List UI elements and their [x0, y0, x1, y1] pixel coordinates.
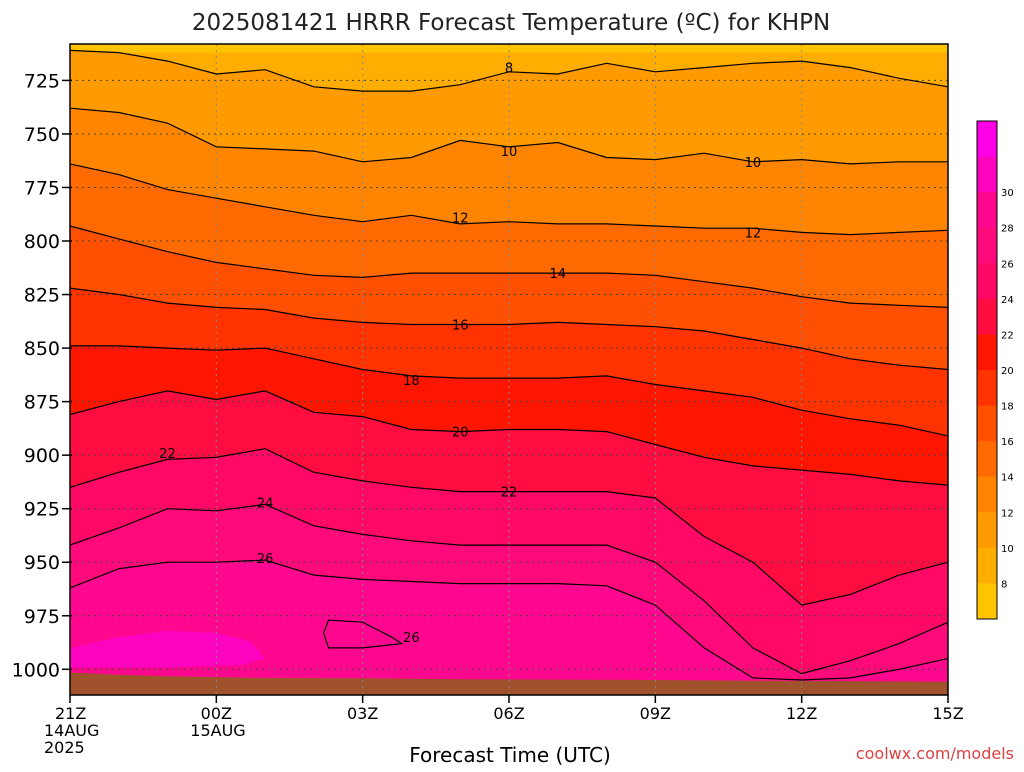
y-tick-label-875: 875	[24, 392, 60, 414]
y-tick-label-750: 750	[24, 124, 60, 146]
colorbar-label-30: 30	[1001, 188, 1014, 199]
contour-label-10: 10	[745, 156, 762, 171]
x-tick-label-9-0: 06Z	[493, 704, 524, 723]
x-tick-label-12-0: 09Z	[640, 704, 671, 723]
x-tick-label-18-0: 15Z	[932, 704, 963, 723]
contour-label-12: 12	[745, 226, 762, 241]
colorbar-label-22: 22	[1001, 330, 1014, 341]
isotherm-24	[69, 503, 949, 675]
ground-layer	[70, 672, 948, 695]
contour-label-26: 26	[257, 552, 274, 567]
contour-label-22: 22	[501, 486, 518, 501]
x-tick-label-0-1: 14AUG	[44, 721, 99, 740]
isotherm-18	[70, 345, 949, 437]
y-tick-label-950: 950	[24, 552, 60, 574]
colorbar-swatch-12	[977, 547, 997, 584]
colorbar: 8 10 12 14 16 18 20 22 24 26 28 30	[976, 120, 1014, 620]
contour-label-22: 22	[159, 447, 176, 462]
contour-label-14: 14	[550, 267, 567, 282]
x-tick-label-3-0: 00Z	[201, 704, 232, 723]
colorbar-label-26: 26	[1001, 259, 1014, 270]
chart-title: 2025081421 HRRR Forecast Temperature (ºC…	[192, 10, 830, 36]
colorbar-label-10: 10	[1001, 544, 1014, 555]
isotherm-22	[69, 448, 949, 606]
isotherm-26	[69, 559, 949, 681]
isotherm-10	[69, 107, 948, 165]
colorbar-swatch-11	[977, 512, 997, 549]
colorbar-label-16: 16	[1001, 437, 1014, 448]
x-axis-label: Forecast Time (UTC)	[409, 743, 611, 767]
y-tick-label-1000: 1000	[12, 659, 60, 681]
isotherm-14	[69, 225, 949, 308]
contour-label-10: 10	[501, 145, 518, 160]
contour-label-8: 8	[505, 62, 513, 77]
colorbar-swatch-7	[977, 370, 997, 407]
colorbar-swatch-9	[977, 441, 997, 478]
contour-labels: 8 10 10 12 12 14 16 18 20 22 22 24 26 26	[159, 62, 761, 647]
x-tick-label-3-1: 15AUG	[190, 721, 245, 740]
y-tick-label-925: 925	[24, 499, 60, 521]
contour-label-26: 26	[403, 631, 420, 646]
contour-label-12: 12	[452, 211, 469, 226]
colorbar-label-18: 18	[1001, 402, 1014, 413]
y-tick-label-850: 850	[24, 338, 60, 360]
y-tick-label-900: 900	[24, 445, 60, 467]
contour-label-24: 24	[257, 496, 274, 511]
isotherm-26-closed	[322, 619, 404, 649]
contour-label-18: 18	[403, 374, 420, 389]
x-tick-label-0-0: 21Z	[55, 704, 86, 723]
y-tick-label-725: 725	[24, 70, 60, 92]
colorbar-label-20: 20	[1001, 366, 1014, 377]
colorbar-swatch-2	[977, 192, 997, 229]
isotherm-16	[69, 287, 949, 371]
contour-label-20: 20	[452, 426, 469, 441]
y-tick-label-975: 975	[24, 606, 60, 628]
x-tick-label-6-0: 03Z	[347, 704, 378, 723]
contour-label-16: 16	[452, 319, 469, 334]
colorbar-swatch-10	[977, 476, 997, 513]
colorbar-label-24: 24	[1001, 295, 1014, 306]
watermark-link[interactable]: coolwx.com/models	[856, 744, 1014, 763]
colorbar-swatch-5	[977, 298, 997, 335]
colorbar-swatch-8	[977, 405, 997, 442]
colorbar-label-8: 8	[1001, 579, 1007, 590]
y-tick-label-775: 775	[24, 177, 60, 199]
isotherm-lines	[69, 49, 949, 681]
isotherm-20	[69, 390, 949, 486]
x-tick-label-15-0: 12Z	[786, 704, 817, 723]
colorbar-swatch-4	[977, 263, 997, 300]
y-tick-label-825: 825	[24, 285, 60, 307]
colorbar-swatch-1	[977, 156, 997, 193]
colorbar-swatch-3	[977, 227, 997, 264]
colorbar-swatch-13	[977, 583, 997, 620]
colorbar-label-12: 12	[1001, 508, 1014, 519]
ground-surface	[70, 672, 948, 695]
colorbar-swatch-6	[977, 334, 997, 371]
y-tick-label-800: 800	[24, 231, 60, 253]
isotherm-8	[69, 49, 949, 92]
colorbar-label-28: 28	[1001, 224, 1014, 235]
colorbar-frame	[976, 120, 998, 620]
y-axis: 725 750 775 800 825 850 875 900 925 950 975 1000	[12, 70, 72, 681]
colorbar-label-14: 14	[1001, 473, 1014, 484]
colorbar-swatch-0	[977, 121, 997, 158]
x-tick-label-0-2: 2025	[44, 738, 85, 757]
isotherm-12	[69, 163, 949, 236]
